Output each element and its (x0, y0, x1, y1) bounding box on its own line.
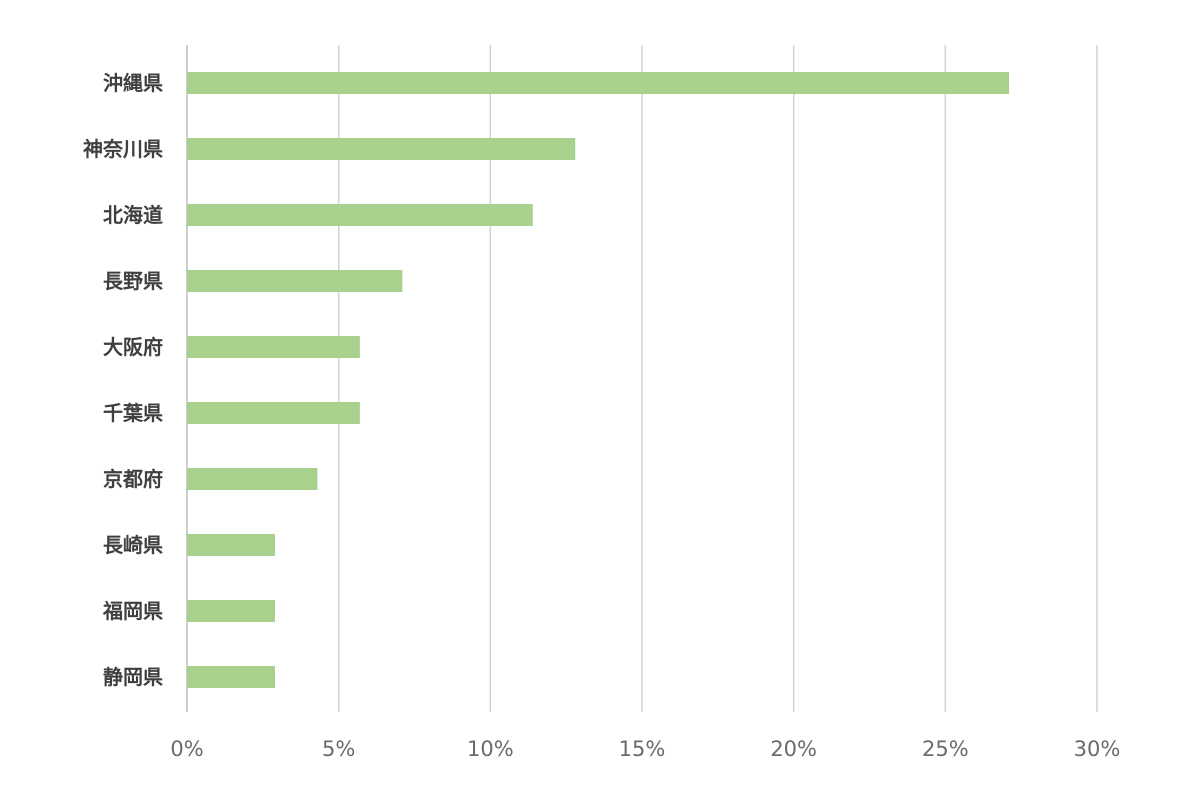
x-tick-label: 15% (619, 737, 666, 761)
x-tick-label: 30% (1074, 737, 1121, 761)
bar (187, 468, 318, 490)
category-label: 福岡県 (102, 599, 163, 623)
x-tick-label: 10% (467, 737, 514, 761)
category-label: 千葉県 (103, 401, 163, 425)
category-label: 沖縄県 (103, 71, 163, 95)
x-axis-tick-labels: 0% 5% 10% 15% 20% 25% 30% (170, 737, 1120, 761)
category-label: 北海道 (103, 203, 163, 227)
x-tick-label: 20% (770, 737, 817, 761)
category-label: 静岡県 (103, 665, 163, 689)
bar (187, 270, 403, 292)
bars (187, 72, 1010, 688)
x-tick-label: 25% (922, 737, 969, 761)
category-label: 京都府 (103, 467, 163, 491)
bar (187, 72, 1010, 94)
category-label: 長崎県 (103, 533, 163, 557)
bar (187, 402, 360, 424)
x-tick-label: 5% (322, 737, 355, 761)
x-tick-label: 0% (170, 737, 203, 761)
bar (187, 534, 275, 556)
category-label: 大阪府 (103, 335, 163, 359)
bar (187, 138, 576, 160)
bar (187, 204, 533, 226)
category-label: 長野県 (103, 269, 163, 293)
category-label: 神奈川県 (83, 137, 163, 161)
bar (187, 600, 275, 622)
bar (187, 336, 360, 358)
bar (187, 666, 275, 688)
